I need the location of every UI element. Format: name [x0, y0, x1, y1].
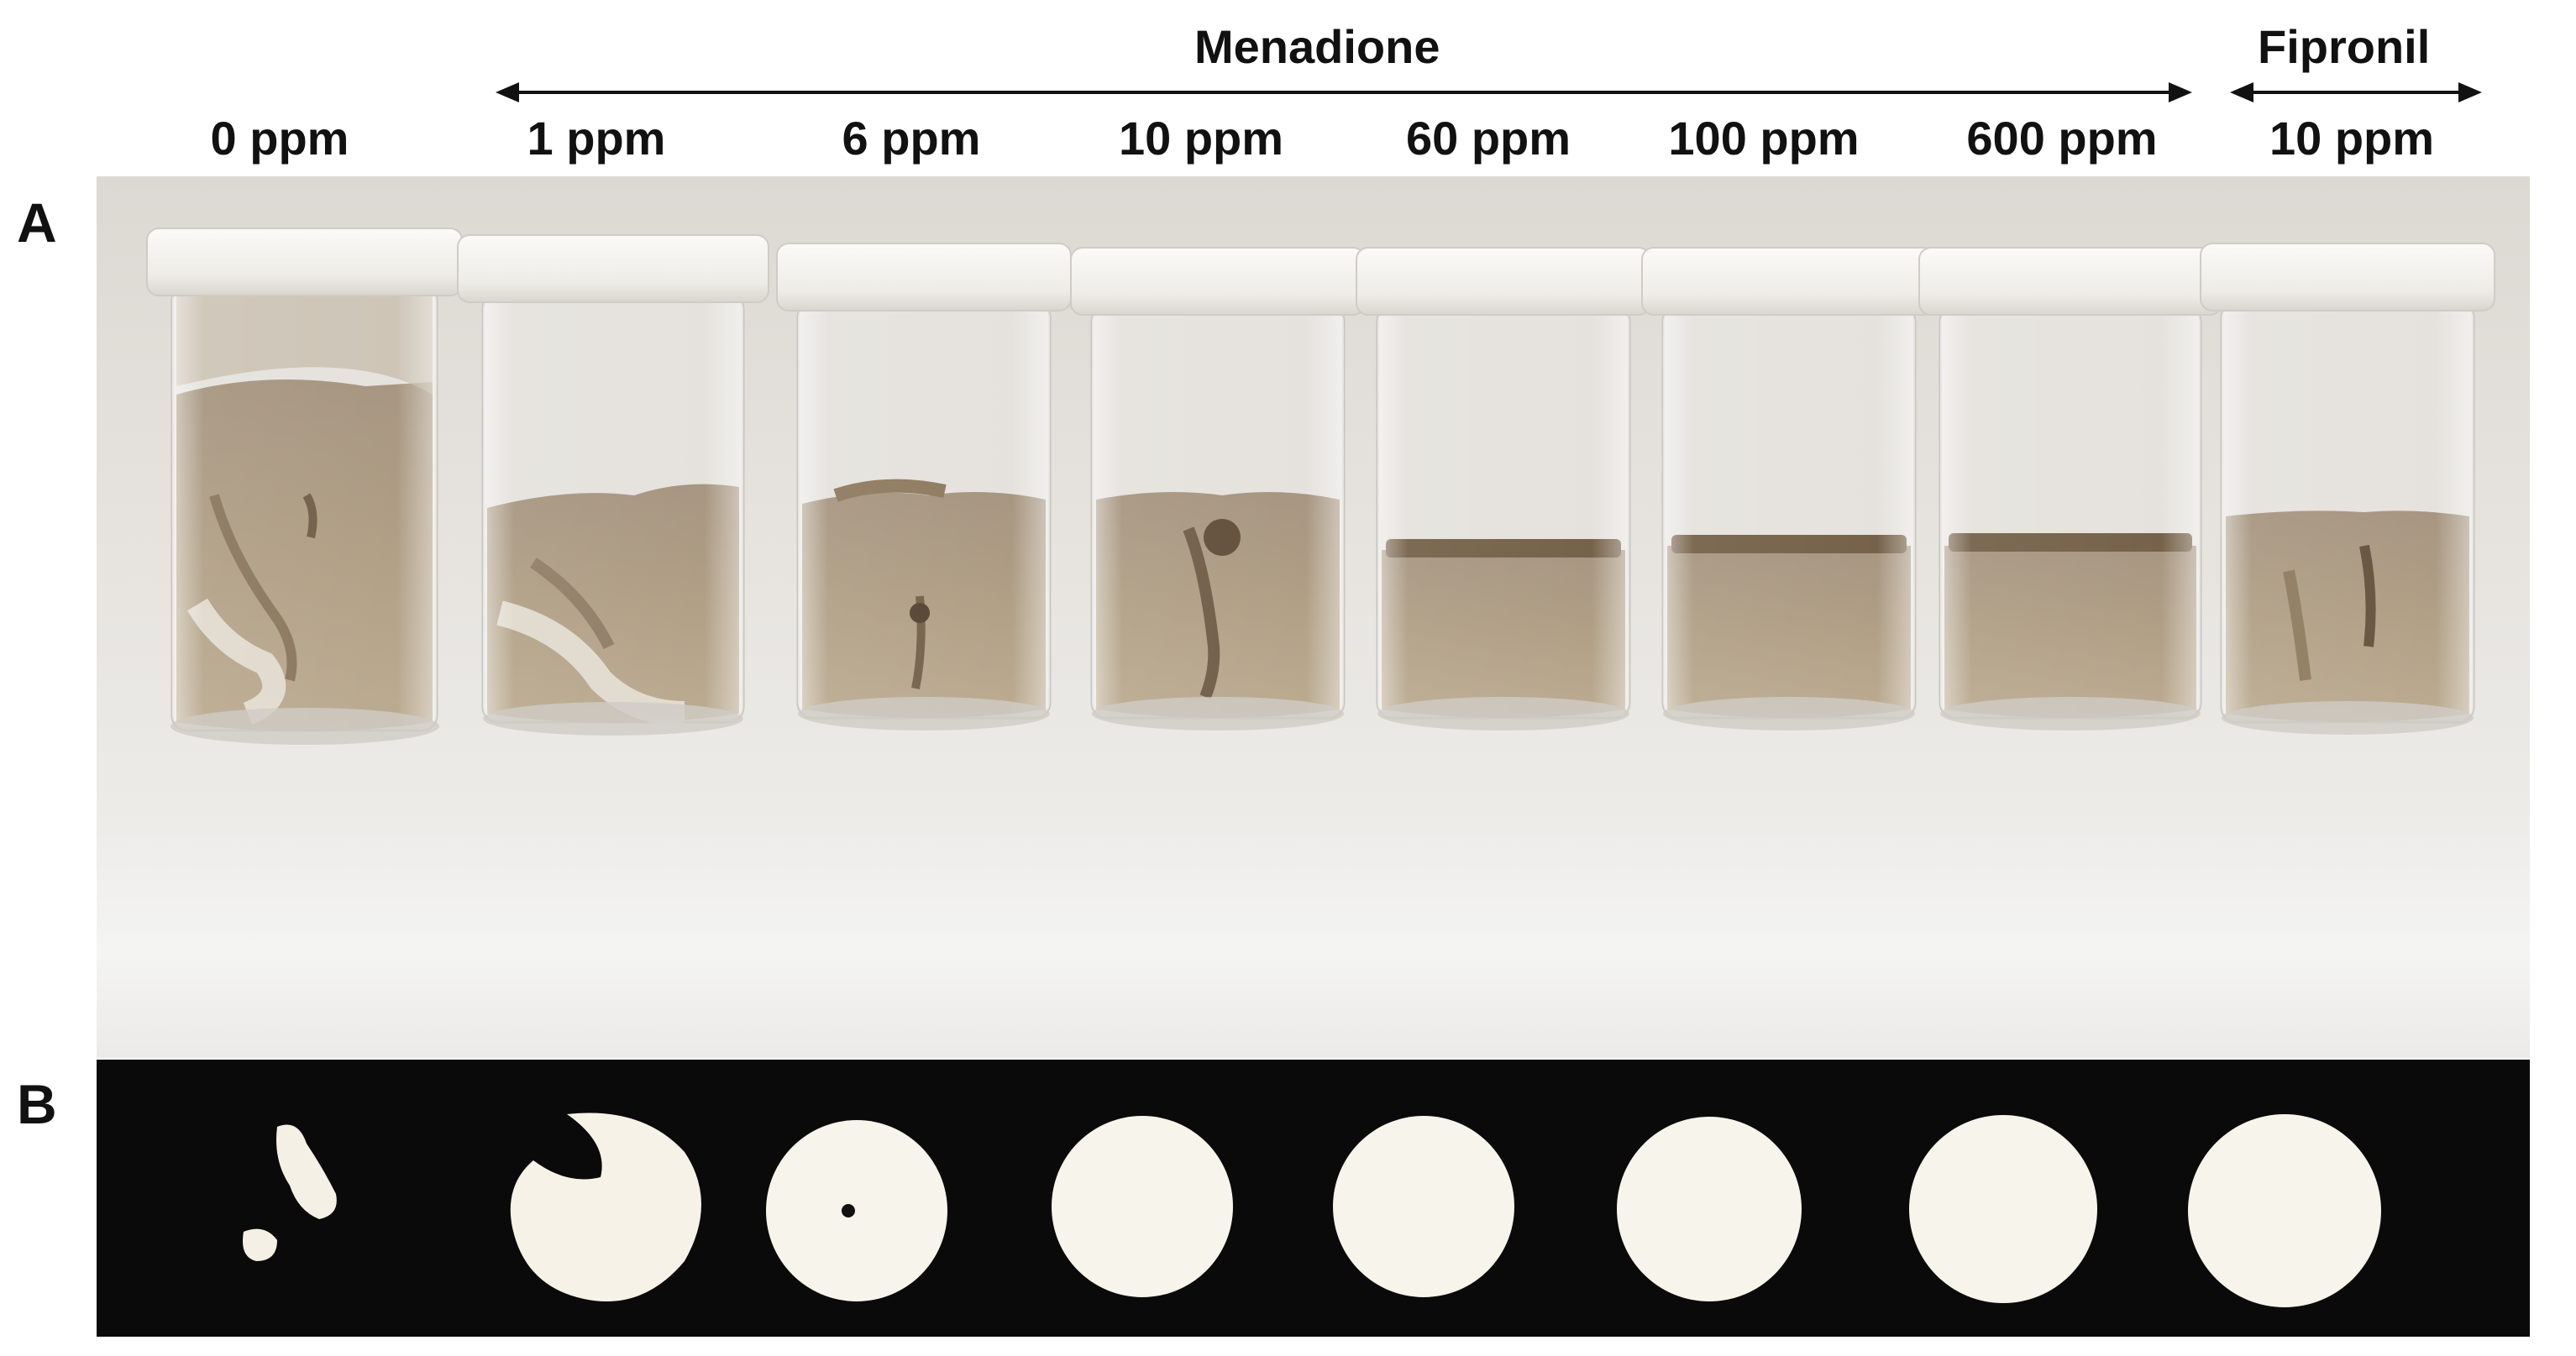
menadione-group-label: Menadione — [1194, 20, 1440, 73]
vial-cap-0ppm — [146, 228, 463, 296]
discs-photo — [97, 1060, 2530, 1337]
vial-cap-10ppm — [1070, 247, 1366, 316]
disc-10ppm — [1052, 1116, 1233, 1297]
vial-cap-60ppm — [1356, 247, 1651, 316]
disc-fragments-0ppm — [243, 1124, 337, 1261]
vial-cap-1ppm — [457, 234, 769, 303]
vial-1ppm — [481, 292, 745, 736]
panel-label-b: B — [17, 1073, 57, 1135]
disc-6ppm — [766, 1120, 947, 1301]
conc-label-100ppm: 100 ppm — [1668, 112, 1860, 165]
vial-60ppm — [1376, 305, 1631, 730]
vial-cap-fipronil-10ppm — [2200, 243, 2495, 312]
conc-label-fipronil-10ppm: 10 ppm — [2269, 112, 2435, 165]
conc-label-600ppm: 600 ppm — [1966, 112, 2158, 165]
conc-label-60ppm: 60 ppm — [1405, 112, 1571, 165]
vials-photo — [97, 176, 2530, 1058]
conc-label-0ppm: 0 ppm — [210, 112, 349, 165]
disc-partial-1ppm — [510, 1113, 701, 1301]
fipronil-bracket-arrow — [2230, 82, 2482, 102]
conc-label-10ppm: 10 ppm — [1118, 112, 1284, 165]
conc-label-1ppm: 1 ppm — [527, 112, 666, 165]
disc-600ppm — [1909, 1115, 2097, 1303]
fipronil-group-label: Fipronil — [2258, 20, 2431, 73]
disc-60ppm — [1333, 1116, 1514, 1297]
vial-cap-600ppm — [1918, 247, 2222, 316]
vial-cap-100ppm — [1641, 247, 1937, 316]
panel-label-a: A — [17, 191, 57, 254]
vial-10ppm — [1090, 305, 1346, 730]
vial-0ppm — [171, 284, 439, 745]
disc-fipronil-10ppm — [2188, 1114, 2381, 1307]
vial-cap-6ppm — [776, 243, 1072, 312]
conc-label-6ppm: 6 ppm — [842, 112, 981, 165]
vial-600ppm — [1939, 305, 2202, 730]
vial-100ppm — [1661, 305, 1917, 730]
vial-6ppm — [796, 301, 1052, 730]
disc-100ppm — [1617, 1117, 1802, 1301]
menadione-bracket-arrow — [496, 82, 2192, 102]
vial-fipronil-10ppm — [2220, 301, 2475, 735]
